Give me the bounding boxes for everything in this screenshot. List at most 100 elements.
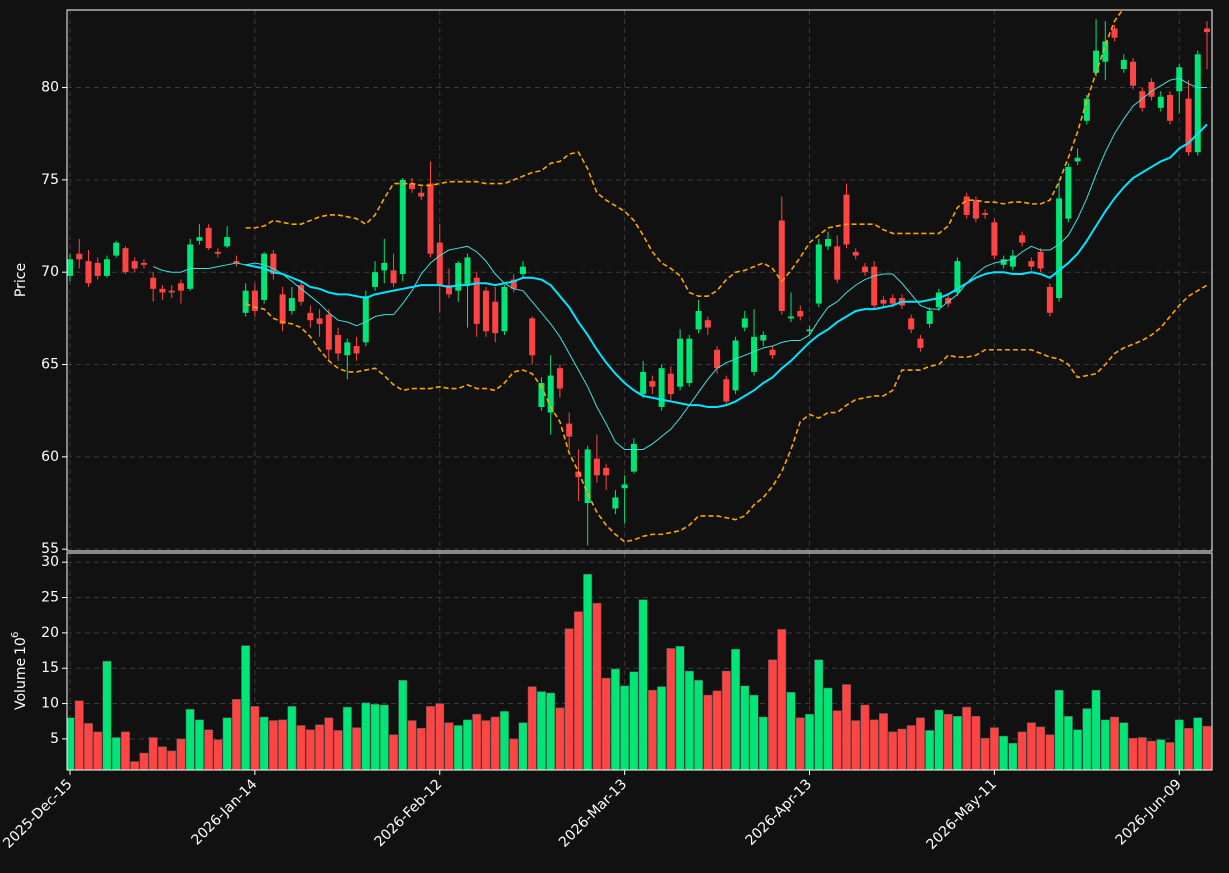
x-tick-label: 2026-Jan-14 [188,776,260,848]
volume-bar [675,646,685,770]
volume-bar [250,706,260,770]
candle-body [935,292,942,308]
y-tick-label: 10 [41,696,59,712]
y-tick-label: 75 [41,172,59,188]
volume-bar [500,711,509,770]
volume-bar [1073,729,1083,770]
volume-bar [268,720,278,770]
volume-bar [490,716,500,770]
candle-body [825,238,831,247]
volume-bar [869,719,879,770]
volume-bar [1156,739,1166,770]
candle-body [686,338,693,383]
volume-bar [342,706,352,770]
candle-body [362,296,369,343]
candle-body [991,222,998,256]
candle-body [409,183,416,190]
candle-body [769,349,776,356]
x-tick-label: 2026-May-11 [924,776,1001,853]
y-tick-label: 65 [41,357,59,373]
volume-bar [398,679,408,770]
volume-bar [832,710,842,770]
candle-body [1204,28,1210,33]
volume-bar [278,719,288,770]
candle-body [242,290,249,313]
volume-bar [629,671,639,770]
candle-body [1120,59,1127,70]
candle-body [464,257,471,286]
volume-bar [879,713,888,770]
candle-body [649,381,656,387]
volume-bar [555,707,565,770]
candle-body [797,310,804,317]
candle-body [861,266,868,273]
volume-bar [777,629,787,770]
candle-body [224,237,231,247]
volume-bar [1193,717,1203,770]
candle-body [113,242,120,256]
y-tick-label: 25 [41,590,59,606]
candle-body [140,262,147,265]
volume-bar [463,719,472,770]
candle-body [566,423,573,437]
volume-bar [805,713,814,770]
volume-bar [610,668,620,770]
volume-bar [564,628,574,770]
y-tick-label: 30 [41,554,59,570]
candle-body [399,179,406,275]
volume-bar [925,730,935,770]
volume-bar [1017,731,1027,770]
overlay-line [245,284,1208,543]
volume-bar [324,717,334,770]
candle-body [307,312,314,321]
volume-bar [222,717,232,770]
candle-body [1046,286,1053,313]
candle-body [353,346,360,354]
candle-body [1157,96,1164,108]
candle-body [778,220,785,311]
candle-body [556,368,563,389]
volume-bar [684,670,694,770]
volume-bar [1100,719,1110,770]
y-tick-label: 55 [41,541,59,557]
volume-bar [638,599,648,770]
volume-bar [795,717,805,770]
volume-bar [157,746,167,770]
candle-body [963,196,970,215]
candle-body [381,262,388,271]
candle-body [288,298,295,311]
volume-bar [194,719,204,770]
volume-bar [416,728,426,770]
x-tick-label: 2026-Feb-12 [372,776,446,850]
candle-body [603,467,610,476]
candle-body [1009,255,1016,267]
volume-bar [121,731,130,770]
overlay-line [245,123,1208,408]
volume-bar [573,611,583,770]
y-tick-label: 80 [41,80,59,96]
candle-body [1139,91,1146,108]
volume-bar [1165,742,1175,770]
volume-bar [712,690,722,770]
volume-bar [620,685,630,770]
volume-bar [167,750,177,770]
volume-bar [601,677,611,770]
volume-bar [546,692,556,770]
candle-body [76,253,83,260]
candle-body [427,183,434,254]
volume-bar [768,659,777,770]
candle-body [159,288,166,293]
candle-body [150,277,157,289]
volume-bar [1082,708,1092,770]
candle-body [677,338,684,387]
x-tick-label: 2026-Mar-13 [556,776,630,850]
candle-body [1130,61,1137,86]
candle-body [168,290,175,293]
x-tick-label: 2025-Dec-15 [0,776,75,851]
candle-body [1148,82,1155,97]
volume-bar [518,722,528,770]
volume-bar [185,708,195,770]
volume-bar [915,717,925,770]
candle-body [917,338,924,348]
candle-body [519,266,526,275]
